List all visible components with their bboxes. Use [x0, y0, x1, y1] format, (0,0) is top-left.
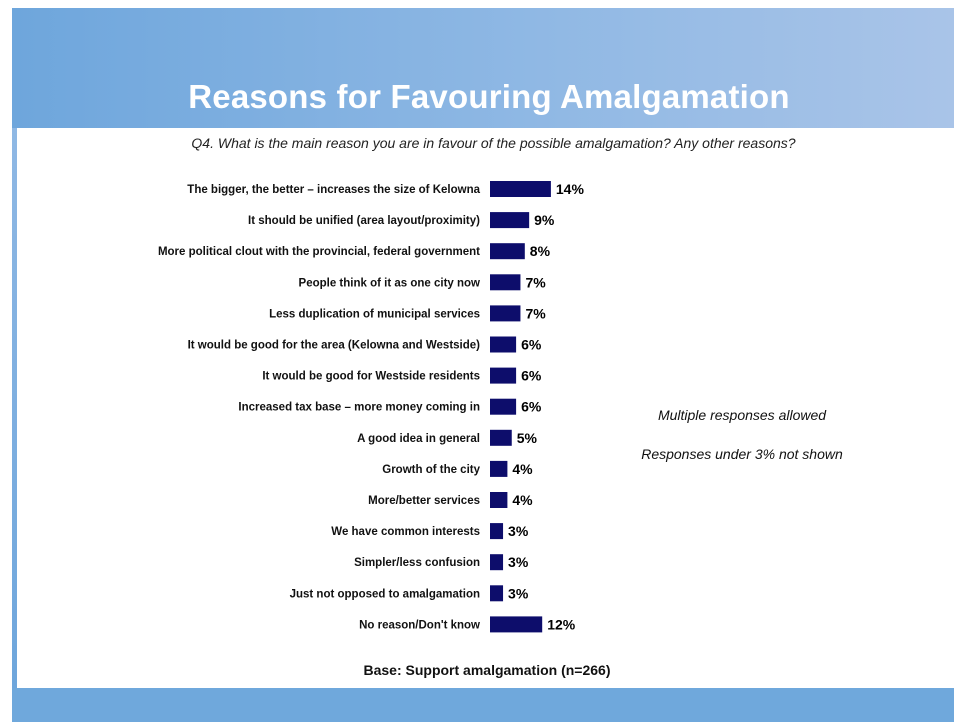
category-label: Less duplication of municipal services: [269, 308, 480, 320]
bar: [490, 243, 525, 260]
bar: [490, 212, 530, 229]
value-label: 9%: [534, 212, 555, 228]
base-note: Base: Support amalgamation (n=266): [363, 662, 611, 678]
category-label: No reason/Don't know: [359, 619, 480, 631]
bar: [490, 398, 517, 415]
value-label: 3%: [508, 523, 529, 539]
category-label: More/better services: [368, 495, 480, 507]
left-accent-strip: [12, 128, 17, 688]
value-label: 14%: [556, 181, 585, 197]
bar: [490, 429, 512, 446]
footer-band: [12, 688, 954, 722]
category-label: Simpler/less confusion: [354, 557, 480, 569]
bar: [490, 492, 508, 508]
category-label: A good idea in general: [357, 433, 480, 445]
header-band: [12, 8, 954, 128]
category-label: We have common interests: [331, 526, 480, 538]
value-label: 3%: [508, 554, 529, 570]
value-label: 3%: [508, 585, 529, 601]
bar: [490, 585, 504, 602]
category-label: It would be good for the area (Kelowna a…: [188, 340, 481, 352]
value-label: 4%: [512, 461, 533, 477]
bar: [490, 460, 508, 477]
category-label: It would be good for Westside residents: [262, 371, 480, 383]
bar: [490, 554, 504, 571]
category-label: The bigger, the better – increases the s…: [187, 184, 480, 196]
note-under-threshold: Responses under 3% not shown: [641, 446, 843, 462]
value-label: 7%: [525, 305, 546, 321]
bar: [490, 523, 504, 540]
bar: [490, 616, 543, 633]
value-label: 7%: [525, 274, 546, 290]
value-label: 8%: [530, 243, 551, 259]
category-label: Increased tax base – more money coming i…: [238, 402, 480, 414]
value-label: 6%: [521, 368, 542, 384]
note-multiple-responses: Multiple responses allowed: [657, 407, 827, 423]
value-label: 12%: [547, 616, 576, 632]
value-label: 5%: [517, 430, 538, 446]
page-title: Reasons for Favouring Amalgamation: [188, 78, 790, 115]
bar: [490, 274, 521, 291]
category-label: Growth of the city: [382, 464, 480, 476]
survey-question: Q4. What is the main reason you are in f…: [191, 135, 796, 151]
bar: [490, 336, 517, 353]
bar: [490, 367, 517, 384]
category-label: More political clout with the provincial…: [158, 246, 480, 258]
value-label: 6%: [521, 337, 542, 353]
category-label: It should be unified (area layout/proxim…: [248, 215, 480, 227]
value-label: 4%: [512, 492, 533, 508]
value-label: 6%: [521, 399, 542, 415]
bar: [490, 181, 551, 197]
category-label: People think of it as one city now: [299, 277, 481, 289]
category-label: Just not opposed to amalgamation: [290, 588, 480, 600]
bar: [490, 305, 521, 322]
